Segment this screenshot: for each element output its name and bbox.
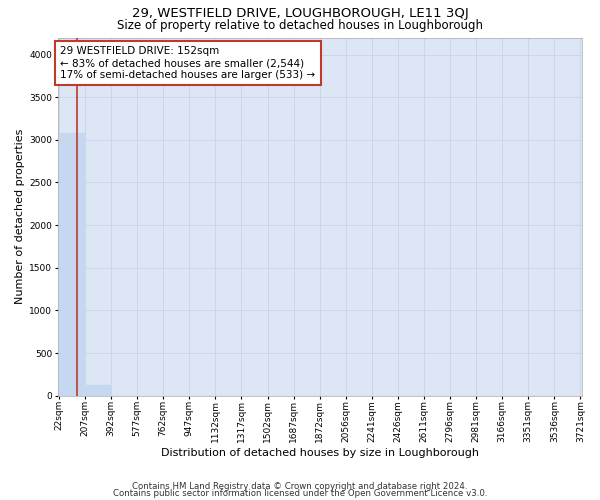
Text: Size of property relative to detached houses in Loughborough: Size of property relative to detached ho… xyxy=(117,19,483,32)
Text: Contains HM Land Registry data © Crown copyright and database right 2024.: Contains HM Land Registry data © Crown c… xyxy=(132,482,468,491)
Text: 29 WESTFIELD DRIVE: 152sqm
← 83% of detached houses are smaller (2,544)
17% of s: 29 WESTFIELD DRIVE: 152sqm ← 83% of deta… xyxy=(61,46,316,80)
Text: 29, WESTFIELD DRIVE, LOUGHBOROUGH, LE11 3QJ: 29, WESTFIELD DRIVE, LOUGHBOROUGH, LE11 … xyxy=(131,8,469,20)
Bar xyxy=(85,385,111,396)
X-axis label: Distribution of detached houses by size in Loughborough: Distribution of detached houses by size … xyxy=(161,448,479,458)
Bar xyxy=(59,134,85,396)
Text: Contains public sector information licensed under the Open Government Licence v3: Contains public sector information licen… xyxy=(113,490,487,498)
Y-axis label: Number of detached properties: Number of detached properties xyxy=(15,129,25,304)
